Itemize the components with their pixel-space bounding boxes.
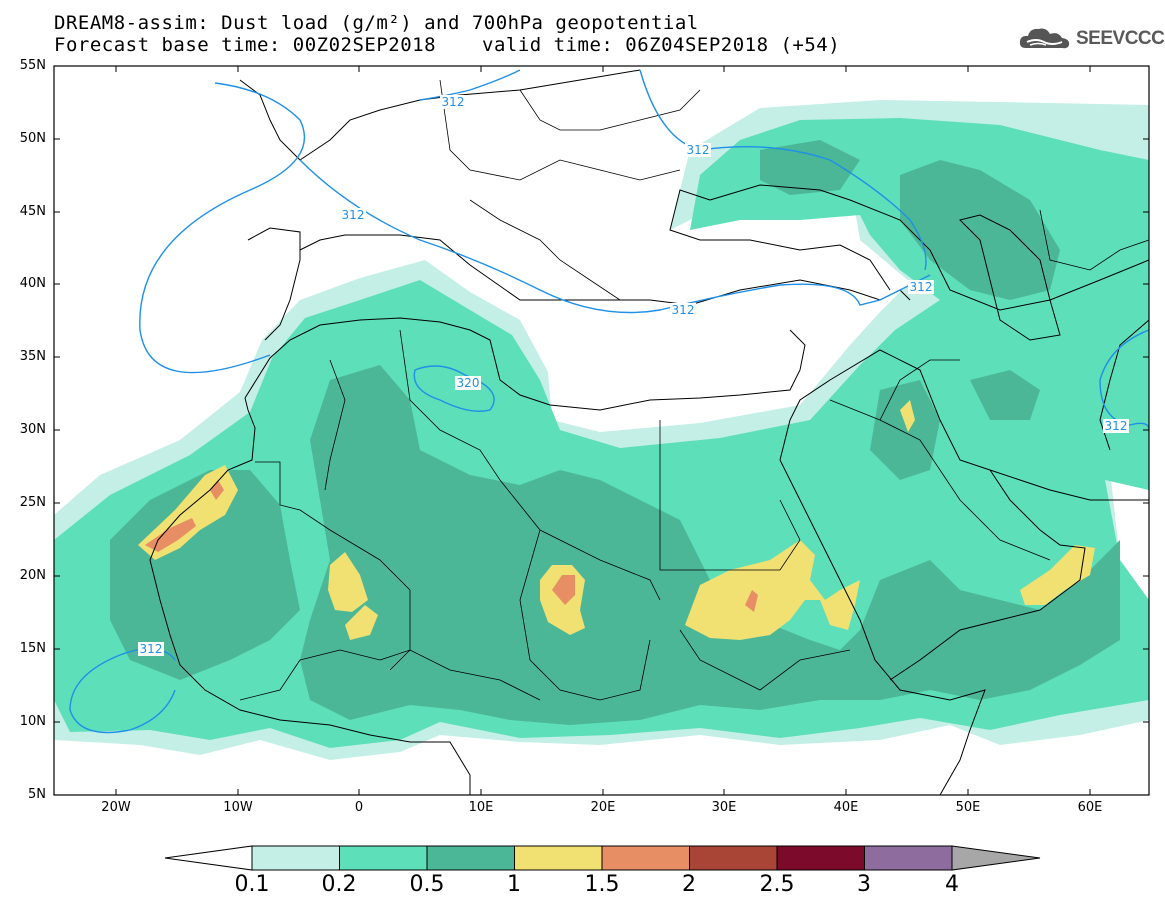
svg-text:320: 320 [457, 376, 480, 390]
contour-label: 312 [685, 143, 711, 157]
colorbar-bin [776, 845, 865, 871]
svg-text:312: 312 [672, 303, 695, 317]
lon-label: 50E [955, 800, 981, 815]
borders [239, 79, 1149, 701]
colorbar-label: 2.5 [759, 872, 795, 897]
colorbar-label: 0.1 [234, 872, 270, 897]
colorbar [164, 845, 1041, 871]
lat-label: 50N [19, 131, 46, 146]
svg-text:312: 312 [442, 95, 465, 109]
contour-label: 312 [340, 208, 366, 222]
lat-label: 35N [19, 349, 46, 364]
colorbar-low-arrow [164, 845, 253, 871]
colorbar-bin [689, 845, 778, 871]
logo-text: SEEVCCC [1076, 28, 1165, 49]
contour-label: 320 [455, 376, 481, 390]
colorbar-bin [864, 845, 953, 871]
lon-label: 30E [711, 800, 737, 815]
svg-text:312: 312 [140, 642, 163, 656]
forecast-base-time: Forecast base time: 00Z02SEP2018 [54, 34, 437, 56]
dust-level-1.5 [145, 480, 758, 612]
dust-level-0.5 [110, 140, 1120, 725]
geopotential-contours [69, 69, 1149, 734]
lon-label: 20E [590, 800, 616, 815]
lat-label: 20N [19, 568, 46, 583]
lon-label: 0 [354, 800, 364, 815]
colorbar-label: 4 [945, 872, 959, 897]
lat-label: 15N [19, 641, 46, 656]
colorbar-label: 0.2 [321, 872, 357, 897]
contour-label: 312 [440, 95, 466, 109]
lat-label: 25N [19, 495, 46, 510]
lat-label: 45N [19, 204, 46, 219]
svg-text:312: 312 [687, 143, 710, 157]
colorbar-high-arrow [951, 845, 1041, 871]
svg-text:312: 312 [910, 280, 933, 294]
contour-label: 312 [670, 303, 696, 317]
cloud-icon [1019, 28, 1070, 49]
lat-label: 55N [19, 58, 46, 73]
lat-label: 5N [28, 787, 46, 802]
colorbar-label: 2 [682, 872, 696, 897]
lon-label: 20W [101, 800, 131, 815]
colorbar-label: 1.5 [584, 872, 620, 897]
svg-text:312: 312 [1105, 419, 1128, 433]
colorbar-label: 0.5 [409, 872, 445, 897]
dust-shading-layer [54, 100, 1149, 760]
axis-ticks [54, 65, 1149, 796]
colorbar-bin [514, 845, 603, 871]
svg-text:312: 312 [342, 208, 365, 222]
lat-label: 30N [19, 422, 46, 437]
colorbar-bin [426, 845, 515, 871]
colorbar-label: 3 [857, 872, 871, 897]
lat-label: 40N [19, 276, 46, 291]
lat-label: 10N [19, 714, 46, 729]
lon-label: 10W [223, 800, 253, 815]
valid-time: valid time: 06Z04SEP2018 (+54) [482, 34, 841, 56]
map-title: DREAM8-assim: Dust load (g/m²) and 700hP… [54, 12, 699, 34]
colorbar-bin [251, 845, 340, 871]
colorbar-bin [601, 845, 690, 871]
contour-labels: 312 312 312 312 320 312 312 312 [138, 95, 1129, 656]
contour-label: 312 [1103, 419, 1129, 433]
lon-label: 60E [1077, 800, 1103, 815]
contour-label: 312 [138, 642, 164, 656]
contour-label: 312 [908, 280, 934, 294]
lon-label: 40E [833, 800, 859, 815]
seevccc-logo: SEEVCCC [1018, 26, 1165, 52]
colorbar-label: 1 [507, 872, 521, 897]
colorbar-bin [339, 845, 428, 871]
lon-label: 10E [468, 800, 494, 815]
